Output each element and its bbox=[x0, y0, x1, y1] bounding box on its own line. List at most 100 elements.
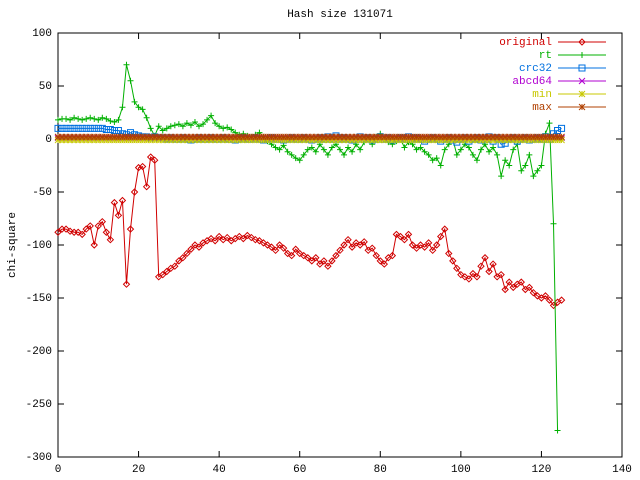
point-marker bbox=[171, 262, 179, 270]
point-marker bbox=[191, 133, 199, 141]
point-marker bbox=[493, 133, 501, 141]
point-marker bbox=[102, 136, 110, 144]
point-marker bbox=[90, 241, 98, 249]
point-marker bbox=[200, 121, 207, 128]
point-marker bbox=[509, 136, 517, 144]
point-marker bbox=[223, 133, 231, 141]
point-marker bbox=[526, 151, 533, 158]
point-marker bbox=[211, 133, 219, 141]
point-marker bbox=[296, 157, 303, 164]
point-marker bbox=[413, 146, 420, 153]
point-marker bbox=[478, 146, 484, 153]
point-marker bbox=[517, 278, 525, 286]
point-marker bbox=[530, 173, 537, 180]
point-marker bbox=[94, 136, 102, 144]
point-marker bbox=[538, 162, 545, 169]
point-marker bbox=[243, 133, 251, 141]
point-marker bbox=[74, 228, 82, 236]
point-marker bbox=[227, 133, 235, 141]
point-marker bbox=[252, 136, 259, 144]
point-marker bbox=[405, 133, 412, 141]
point-marker bbox=[465, 136, 473, 144]
point-marker bbox=[146, 153, 155, 161]
point-marker bbox=[320, 133, 328, 141]
point-marker bbox=[163, 267, 171, 276]
point-marker bbox=[473, 157, 480, 164]
point-marker bbox=[312, 133, 320, 141]
point-marker bbox=[276, 136, 283, 144]
point-marker bbox=[401, 144, 408, 151]
point-marker bbox=[453, 264, 461, 273]
point-marker bbox=[489, 133, 497, 141]
point-marker bbox=[554, 427, 561, 434]
point-marker bbox=[409, 136, 416, 144]
point-marker bbox=[432, 241, 441, 249]
point-marker bbox=[131, 136, 138, 144]
point-marker bbox=[243, 231, 252, 240]
point-marker bbox=[494, 151, 501, 158]
point-marker bbox=[248, 136, 255, 144]
point-marker bbox=[231, 133, 239, 141]
point-marker bbox=[220, 125, 227, 132]
point-marker bbox=[183, 133, 191, 141]
legend-label: min bbox=[532, 89, 552, 101]
point-marker bbox=[360, 136, 368, 144]
point-marker bbox=[389, 136, 396, 144]
point-marker bbox=[501, 285, 509, 294]
point-marker bbox=[364, 133, 372, 141]
point-marker bbox=[485, 133, 493, 141]
legend-label: original bbox=[499, 37, 552, 49]
point-marker bbox=[510, 146, 517, 153]
point-marker bbox=[167, 123, 174, 130]
point-marker bbox=[316, 136, 324, 144]
point-marker bbox=[356, 133, 364, 141]
point-marker bbox=[147, 136, 155, 144]
point-marker bbox=[340, 133, 348, 141]
x-tick-label: 0 bbox=[55, 464, 62, 476]
point-marker bbox=[183, 249, 191, 258]
point-marker bbox=[509, 283, 517, 292]
legend-label: rt bbox=[539, 50, 552, 62]
x-tick-label: 120 bbox=[532, 464, 552, 476]
point-marker bbox=[219, 133, 227, 141]
point-marker bbox=[99, 114, 106, 121]
point-marker bbox=[372, 251, 380, 260]
point-marker bbox=[465, 144, 472, 151]
point-marker bbox=[272, 144, 279, 151]
point-marker bbox=[380, 260, 389, 268]
point-marker bbox=[380, 133, 388, 141]
point-marker bbox=[542, 136, 549, 144]
point-marker bbox=[91, 115, 98, 122]
point-marker bbox=[287, 251, 296, 260]
point-marker bbox=[425, 136, 432, 144]
point-marker bbox=[557, 296, 566, 304]
point-marker bbox=[159, 270, 167, 279]
series-line bbox=[57, 64, 559, 431]
point-marker bbox=[119, 136, 126, 144]
point-marker bbox=[175, 133, 183, 141]
point-marker bbox=[308, 136, 316, 144]
point-marker bbox=[163, 133, 171, 141]
point-marker bbox=[481, 133, 489, 141]
point-marker bbox=[130, 188, 139, 196]
point-marker bbox=[70, 136, 78, 144]
point-marker bbox=[284, 148, 291, 155]
point-marker bbox=[324, 262, 332, 270]
point-marker bbox=[457, 146, 464, 153]
point-marker bbox=[400, 235, 409, 244]
point-marker bbox=[558, 124, 566, 132]
point-marker bbox=[107, 133, 114, 141]
point-marker bbox=[384, 136, 392, 144]
point-marker bbox=[227, 136, 235, 144]
legend-marker bbox=[578, 77, 586, 85]
point-marker bbox=[195, 133, 203, 141]
point-marker bbox=[79, 116, 86, 123]
point-marker bbox=[123, 136, 130, 144]
point-marker bbox=[90, 136, 98, 144]
point-marker bbox=[268, 133, 275, 141]
point-marker bbox=[276, 146, 283, 153]
point-marker bbox=[312, 254, 320, 262]
point-marker bbox=[271, 246, 280, 255]
point-marker bbox=[550, 133, 557, 141]
point-marker bbox=[360, 133, 368, 141]
